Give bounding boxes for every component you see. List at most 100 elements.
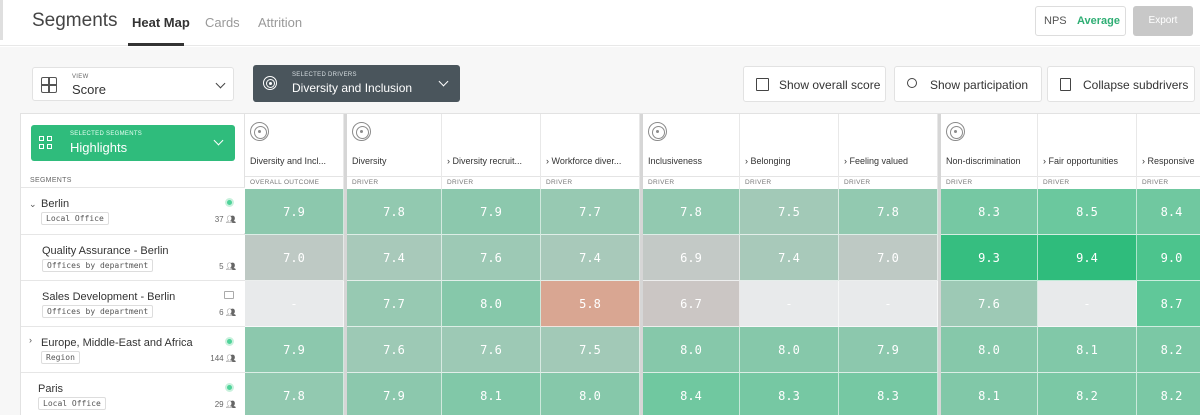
heat-cell[interactable]: 9.0 <box>1137 235 1200 281</box>
view-select[interactable]: VIEW Score <box>32 67 234 101</box>
heat-cell[interactable]: 8.5 <box>1038 189 1137 235</box>
tab-attrition[interactable]: Attrition <box>258 15 303 30</box>
heat-cell[interactable]: 8.1 <box>941 373 1038 415</box>
participant-count: 37 👥︎ <box>214 215 236 224</box>
column-header[interactable]: › Responsive DRIVER <box>1137 114 1200 189</box>
chevron-down-icon <box>438 76 449 87</box>
segment-name: Berlin <box>41 198 70 210</box>
heat-cell[interactable]: - <box>839 281 938 327</box>
heat-cell[interactable]: 6.9 <box>643 235 740 281</box>
chevron-down-icon <box>213 135 224 146</box>
column-header[interactable]: Diversity and Incl... OVERALL OUTCOME <box>245 114 344 189</box>
column-header[interactable]: › Feeling valued DRIVER <box>839 114 938 189</box>
show-overall-score-label: Show overall score <box>779 78 881 92</box>
drivers-select[interactable]: SELECTED DRIVERS Diversity and Inclusion <box>253 65 460 102</box>
heat-cell[interactable]: 7.9 <box>442 189 541 235</box>
segment-row[interactable]: Paris Local Office 29 👥︎ <box>21 372 245 415</box>
heat-cell[interactable]: 8.0 <box>442 281 541 327</box>
heat-cell[interactable]: 7.4 <box>740 235 839 281</box>
column-type: DRIVER <box>1142 179 1169 186</box>
heat-cell[interactable]: 7.5 <box>541 327 640 373</box>
heat-cell[interactable]: 7.9 <box>347 373 442 415</box>
participant-count: 144 👥︎ <box>210 354 236 363</box>
segment-name: Paris <box>38 383 64 395</box>
column-header[interactable]: › Workforce diver... DRIVER <box>541 114 640 189</box>
heat-cell[interactable]: 8.2 <box>1038 373 1137 415</box>
segment-row[interactable]: ⌄ Berlin Local Office 37 👥︎ <box>21 187 245 233</box>
segment-name: Europe, Middle-East and Africa <box>41 337 193 349</box>
heat-cell[interactable]: 7.6 <box>941 281 1038 327</box>
expand-chevron-icon[interactable]: › <box>29 335 32 345</box>
heat-cell[interactable]: 7.5 <box>740 189 839 235</box>
heat-cell[interactable]: 8.2 <box>1137 327 1200 373</box>
header-divider <box>1137 176 1200 177</box>
heat-cell[interactable]: 8.4 <box>643 373 740 415</box>
segments-select[interactable]: SELECTED SEGMENTS Highlights <box>31 125 235 161</box>
comment-icon <box>224 291 234 299</box>
heat-cell[interactable]: 8.2 <box>1137 373 1200 415</box>
segment-row[interactable]: Sales Development - Berlin Offices by de… <box>21 280 245 326</box>
heat-cell[interactable]: 7.9 <box>245 189 344 235</box>
export-button[interactable]: Export <box>1133 6 1193 36</box>
column-header[interactable]: › Diversity recruit... DRIVER <box>442 114 541 189</box>
segment-name: Quality Assurance - Berlin <box>42 245 169 257</box>
heat-cell[interactable]: - <box>740 281 839 327</box>
tab-heat-map[interactable]: Heat Map <box>132 15 190 30</box>
heat-cell[interactable]: 7.6 <box>442 235 541 281</box>
heat-cell[interactable]: 9.3 <box>941 235 1038 281</box>
collapse-subdrivers-button[interactable]: Collapse subdrivers <box>1047 66 1195 102</box>
score-mode-toggle: NPS Average <box>1035 6 1126 36</box>
heat-cell[interactable]: - <box>1038 281 1137 327</box>
heat-cell[interactable]: 7.8 <box>839 189 938 235</box>
heat-cell[interactable]: 7.8 <box>347 189 442 235</box>
column-type: DRIVER <box>745 179 772 186</box>
heat-cell[interactable]: 8.1 <box>1038 327 1137 373</box>
heat-cell[interactable]: 9.4 <box>1038 235 1137 281</box>
heat-cell[interactable]: 8.4 <box>1137 189 1200 235</box>
heat-cell[interactable]: - <box>245 281 344 327</box>
heat-cell[interactable]: 8.3 <box>839 373 938 415</box>
heat-cell[interactable]: 7.7 <box>541 189 640 235</box>
heat-cell[interactable]: 7.7 <box>347 281 442 327</box>
heat-cell[interactable]: 7.9 <box>245 327 344 373</box>
column-header[interactable]: Inclusiveness DRIVER <box>640 114 740 189</box>
heat-cell[interactable]: 8.0 <box>740 327 839 373</box>
heat-cell[interactable]: 8.1 <box>442 373 541 415</box>
heat-cell[interactable]: 8.3 <box>941 189 1038 235</box>
heat-cell[interactable]: 8.3 <box>740 373 839 415</box>
heat-cell[interactable]: 7.4 <box>347 235 442 281</box>
column-header[interactable]: Diversity DRIVER <box>344 114 442 189</box>
heat-cell[interactable]: 8.0 <box>643 327 740 373</box>
show-overall-score-button[interactable]: Show overall score <box>743 66 886 102</box>
segment-row[interactable]: › Europe, Middle-East and Africa Region … <box>21 326 245 372</box>
heat-cell[interactable]: 6.7 <box>643 281 740 327</box>
heat-cell[interactable]: 7.8 <box>643 189 740 235</box>
heat-cell[interactable]: 7.8 <box>245 373 344 415</box>
segment-row[interactable]: Quality Assurance - Berlin Offices by de… <box>21 234 245 280</box>
show-participation-button[interactable]: Show participation <box>894 66 1042 102</box>
view-value: Score <box>72 82 106 97</box>
heat-cell[interactable]: 7.4 <box>541 235 640 281</box>
tab-cards[interactable]: Cards <box>205 15 240 30</box>
drivers-select-value: Diversity and Inclusion <box>292 81 413 95</box>
segments-select-value: Highlights <box>70 140 128 155</box>
heat-cell[interactable]: 7.9 <box>839 327 938 373</box>
heat-cell[interactable]: 8.7 <box>1137 281 1200 327</box>
header-divider <box>740 176 838 177</box>
column-header[interactable]: Non-discrimination DRIVER <box>938 114 1038 189</box>
column-header[interactable]: › Belonging DRIVER <box>740 114 839 189</box>
drivers-select-label: SELECTED DRIVERS <box>292 72 357 78</box>
heat-cell[interactable]: 7.0 <box>839 235 938 281</box>
heat-cell[interactable]: 7.6 <box>442 327 541 373</box>
mode-average-option[interactable]: Average <box>1077 15 1121 27</box>
heat-cell[interactable]: 5.8 <box>541 281 640 327</box>
expand-chevron-icon[interactable]: ⌄ <box>29 199 37 209</box>
status-dot-icon <box>225 383 234 392</box>
heat-cell[interactable]: 7.0 <box>245 235 344 281</box>
heat-cell[interactable]: 8.0 <box>541 373 640 415</box>
heat-cell[interactable]: 8.0 <box>941 327 1038 373</box>
collapse-subdrivers-label: Collapse subdrivers <box>1083 78 1189 92</box>
column-header[interactable]: › Fair opportunities DRIVER <box>1038 114 1137 189</box>
heat-cell[interactable]: 7.6 <box>347 327 442 373</box>
mode-nps-option[interactable]: NPS <box>1044 15 1067 27</box>
